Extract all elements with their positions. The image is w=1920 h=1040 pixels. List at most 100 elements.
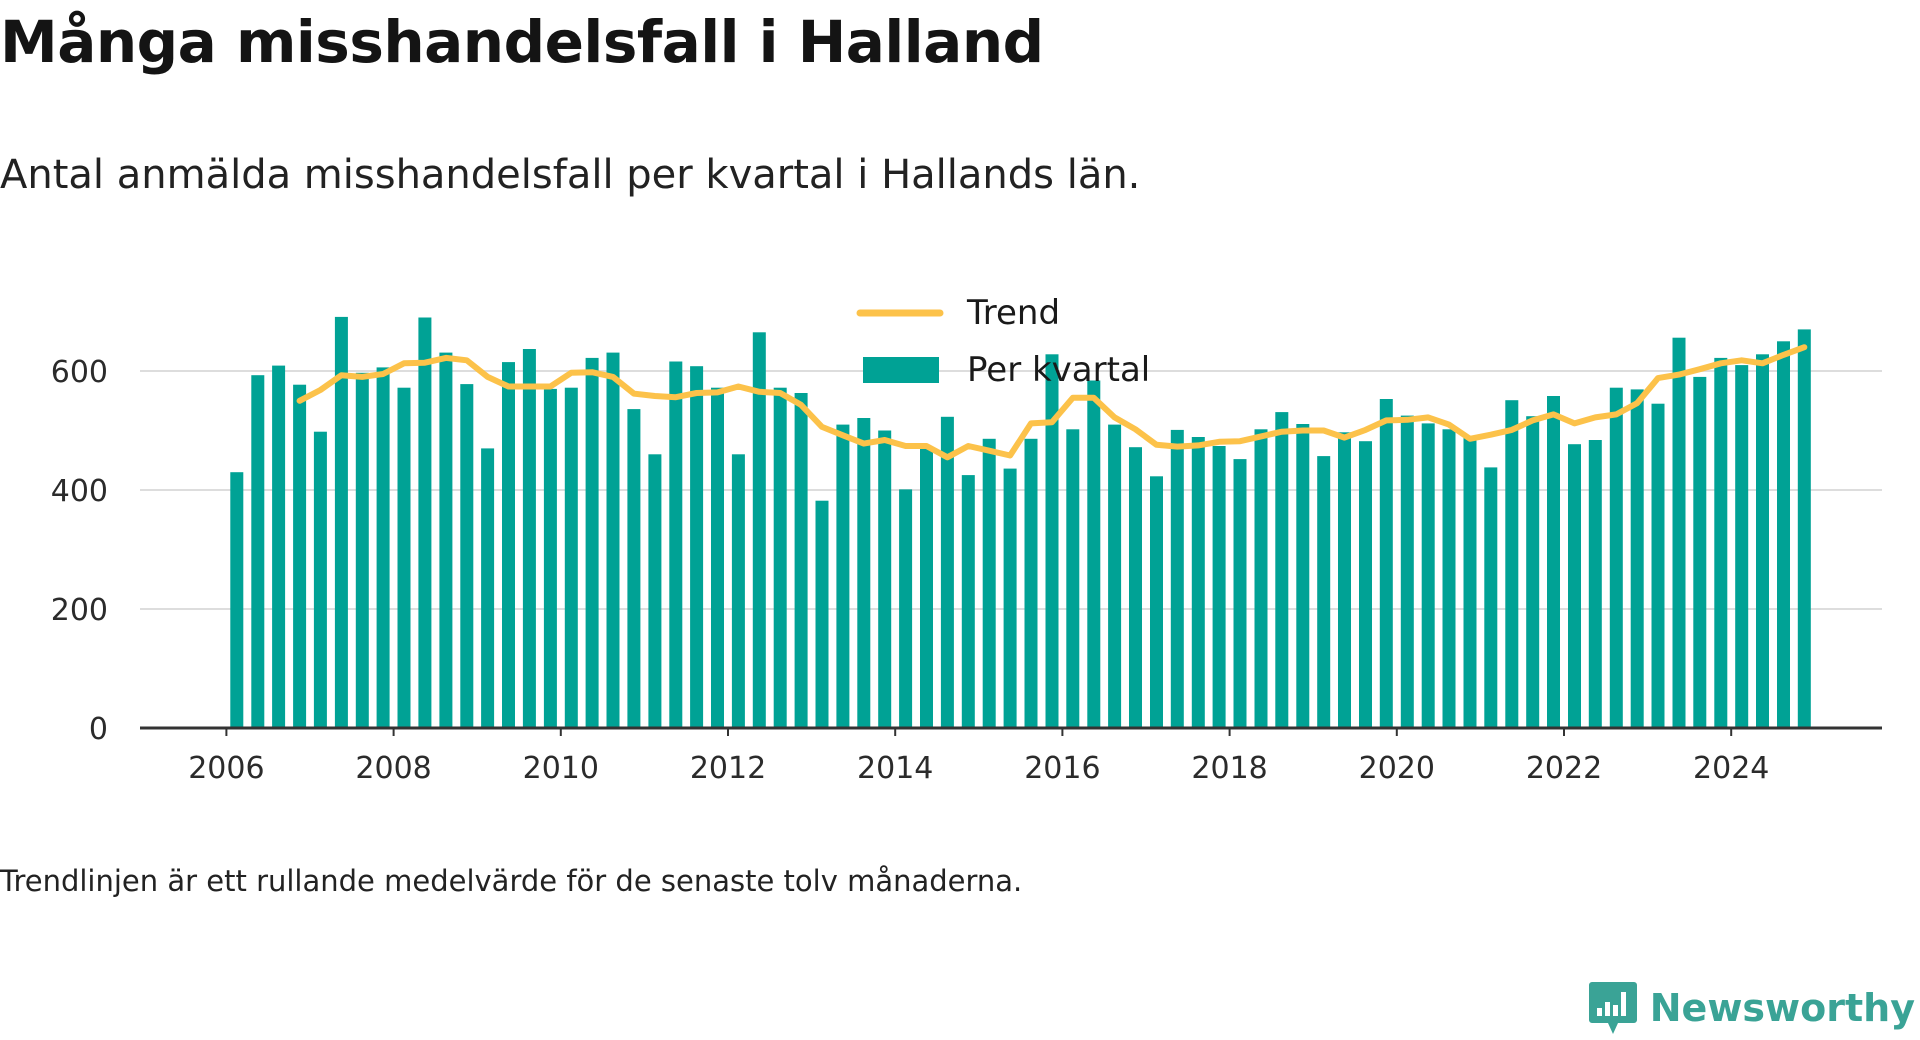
x-tick-label: 2012 xyxy=(690,751,766,780)
bar xyxy=(1275,412,1289,728)
bar xyxy=(355,372,369,728)
bar xyxy=(272,365,286,728)
bar xyxy=(1463,437,1477,728)
bar xyxy=(690,366,704,728)
bar xyxy=(1066,429,1080,728)
bar xyxy=(1045,354,1059,728)
bar xyxy=(1024,438,1038,728)
bar xyxy=(460,384,474,728)
bar xyxy=(1254,429,1268,728)
bar xyxy=(731,454,745,728)
bar xyxy=(1359,441,1372,728)
bar xyxy=(376,367,390,728)
legend-bar-label: Per kvartal xyxy=(967,350,1150,390)
bar xyxy=(1233,459,1247,728)
legend-trend-label: Trend xyxy=(966,293,1060,333)
bar xyxy=(313,431,327,728)
bar xyxy=(648,454,662,728)
bar xyxy=(627,409,641,728)
bar xyxy=(752,332,766,728)
bar xyxy=(1651,403,1665,728)
bar xyxy=(857,418,871,728)
bar xyxy=(1338,432,1351,728)
bar xyxy=(1526,416,1540,728)
bar xyxy=(1442,429,1456,728)
y-tick-label: 200 xyxy=(51,593,108,628)
x-tick-label: 2006 xyxy=(188,751,264,780)
x-tick-label: 2016 xyxy=(1024,751,1100,780)
y-tick-label: 0 xyxy=(89,712,108,747)
bar xyxy=(773,387,787,728)
bar xyxy=(1568,444,1581,728)
bar xyxy=(1630,389,1644,728)
brand-name: Newsworthy xyxy=(1649,986,1915,1030)
bar xyxy=(230,472,244,728)
bar xyxy=(1317,456,1331,728)
bar xyxy=(1547,396,1560,728)
bar xyxy=(1797,329,1811,728)
bar xyxy=(961,475,975,728)
bar xyxy=(1505,400,1519,728)
chart-subtitle: Antal anmälda misshandelsfall per kvarta… xyxy=(0,152,1141,198)
bar xyxy=(1150,476,1163,728)
bar xyxy=(1714,357,1728,728)
bar xyxy=(1693,376,1707,728)
legend: Trend Per kvartal xyxy=(856,293,1150,390)
legend-bar-swatch xyxy=(863,357,939,383)
bar xyxy=(1212,446,1226,728)
bar xyxy=(522,349,536,728)
bar xyxy=(669,361,683,728)
bar xyxy=(1400,415,1414,728)
bar xyxy=(878,430,892,728)
trend-series xyxy=(296,344,1808,461)
trend-line xyxy=(296,344,1808,461)
x-tick-label: 2018 xyxy=(1191,751,1267,780)
bar xyxy=(1296,424,1310,728)
bar xyxy=(1191,437,1205,728)
bar xyxy=(564,387,578,728)
bar xyxy=(1170,429,1184,728)
x-tick-label: 2024 xyxy=(1693,751,1769,780)
axes: 0 200 400 600 2006 2008 2010 2012 2014 2016 2018 20… xyxy=(51,355,1882,780)
bar xyxy=(1609,387,1623,728)
bar xyxy=(397,387,411,728)
bar xyxy=(1484,467,1498,728)
y-tick-label: 400 xyxy=(51,474,108,509)
bar xyxy=(1588,440,1602,728)
bar xyxy=(899,489,913,728)
bar xyxy=(439,352,453,728)
bar xyxy=(794,393,808,728)
bar xyxy=(1756,354,1769,728)
bar xyxy=(815,500,829,728)
x-tick-label: 2014 xyxy=(857,751,933,780)
bar xyxy=(606,352,620,728)
bar xyxy=(543,388,557,728)
bar xyxy=(1129,447,1142,728)
bar xyxy=(982,438,996,728)
bar xyxy=(711,387,724,728)
bar xyxy=(1672,337,1686,728)
brand-logo: Newsworthy xyxy=(1588,980,1915,1036)
bar xyxy=(585,357,599,728)
bar xyxy=(251,375,265,728)
bar xyxy=(418,317,432,728)
bar xyxy=(1108,424,1122,728)
bar xyxy=(1379,399,1393,728)
bar xyxy=(334,316,348,728)
bar xyxy=(940,416,954,728)
bar xyxy=(502,362,515,728)
bar xyxy=(481,448,495,728)
chart-area: 0 200 400 600 2006 2008 2010 2012 2014 2016 2018 20… xyxy=(51,293,1882,780)
x-tick-label: 2010 xyxy=(523,751,599,780)
x-tick-label: 2022 xyxy=(1526,751,1602,780)
bar xyxy=(1003,468,1017,728)
bar-series xyxy=(230,316,1811,729)
bar xyxy=(293,384,307,728)
bar xyxy=(920,448,933,728)
bar xyxy=(1087,380,1101,728)
bar xyxy=(836,424,850,728)
bar xyxy=(1421,423,1435,728)
y-tick-label: 600 xyxy=(51,355,108,390)
x-tick-label: 2020 xyxy=(1359,751,1435,780)
chart-title: Många misshandelsfall i Halland xyxy=(0,8,1044,76)
